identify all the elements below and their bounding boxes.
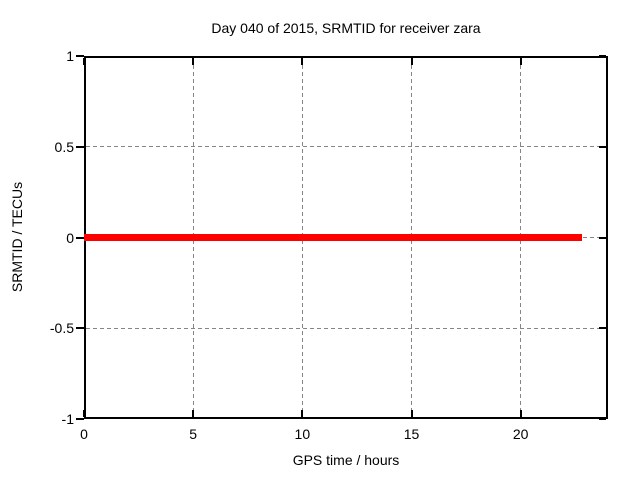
x-tick-top-15 [410,58,413,65]
gridline-y--0.5 [86,327,606,329]
y-tick-label--0.5: -0.5 [49,320,74,337]
y-tick-label--1: -1 [61,411,74,427]
y-tick-label-0.5: 0.5 [54,138,74,155]
y-tick-left--0.5 [76,327,84,330]
y-tick-left-1 [76,55,84,57]
y-tick-right-0.5 [599,145,606,148]
x-tick-bottom-10 [301,410,304,417]
gridline-y-0.5 [86,146,606,148]
y-tick-left--1 [76,418,84,420]
x-tick-label-0: 0 [80,426,88,442]
x-tick-bottom-20 [519,410,522,417]
y-tick-right--0.5 [599,327,606,330]
x-tick-top-20 [519,58,522,65]
x-tick-top-5 [192,58,195,65]
y-tick-label-0: 0 [66,229,74,246]
x-tick-bottom-15 [410,410,413,417]
series-line-SRMTID [84,234,582,241]
x-tick-bottom-0 [83,410,85,417]
y-tick-right--1 [599,418,606,420]
x-tick-label-15: 15 [403,426,420,442]
x-tick-top-0 [83,58,85,65]
chart-title: Day 040 of 2015, SRMTID for receiver zar… [211,20,481,36]
x-tick-label-10: 10 [294,426,311,442]
x-tick-top-10 [301,58,304,65]
y-tick-right-1 [599,55,606,57]
y-axis-label: SRMTID / TECUs [9,181,25,293]
x-tick-label-5: 5 [189,426,198,442]
x-tick-label-20: 20 [512,426,529,442]
y-tick-left-0.5 [76,145,84,148]
x-axis-label: GPS time / hours [292,452,400,468]
y-tick-left-0 [76,236,84,239]
y-tick-right-0 [599,236,606,239]
y-tick-label-1: 1 [66,48,74,64]
x-tick-bottom-5 [192,410,195,417]
